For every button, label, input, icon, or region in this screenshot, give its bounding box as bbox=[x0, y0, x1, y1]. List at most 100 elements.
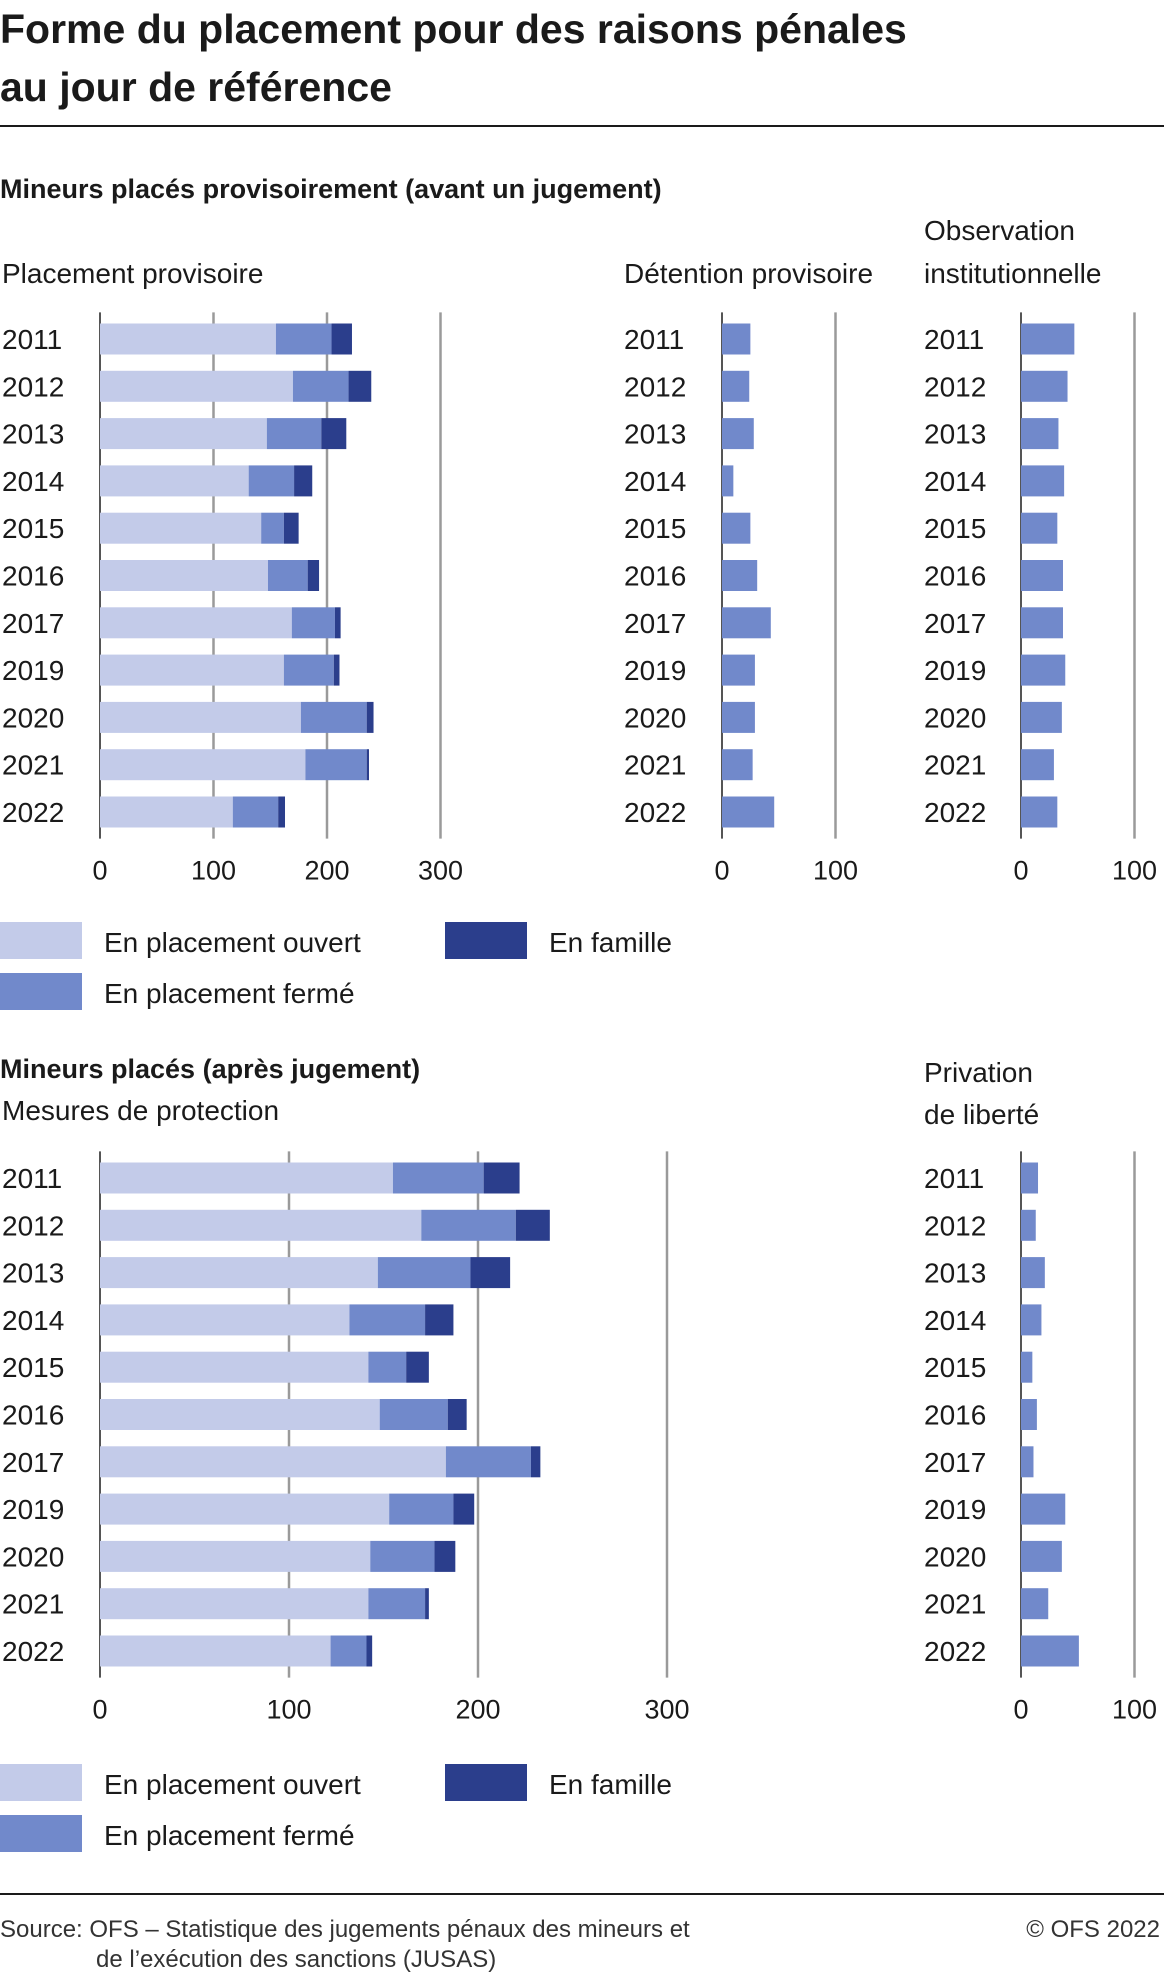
observation-institutionnelle-bar-2014 bbox=[1021, 465, 1065, 497]
observation-institutionnelle-category-label-2013: 2013 bbox=[924, 419, 986, 450]
placement-provisoire-tick-label-300: 300 bbox=[418, 856, 463, 886]
mesures-de-protection-bar-ferme-2015 bbox=[368, 1351, 407, 1383]
mesures-de-protection-bar-ferme-2011 bbox=[392, 1162, 484, 1194]
mesures-de-protection-bar-ouvert-2011 bbox=[100, 1162, 393, 1194]
privation-de-liberte-bar-2012 bbox=[1021, 1209, 1036, 1241]
chart-title-line-1: Forme du placement pour des raisons péna… bbox=[0, 6, 907, 52]
mesures-de-protection-bar-ouvert-2022 bbox=[100, 1635, 331, 1667]
placement-provisoire-bar-ferme-2014 bbox=[248, 465, 295, 497]
mesures-de-protection-bar-ouvert-2012 bbox=[100, 1209, 422, 1241]
observation-institutionnelle-category-label-2022: 2022 bbox=[924, 797, 986, 828]
footer-divider bbox=[0, 1893, 1164, 1895]
detention-provisoire-category-label-2016: 2016 bbox=[624, 561, 686, 592]
detention-provisoire-bar-2021 bbox=[722, 749, 753, 781]
observation-institutionnelle-category-label-2021: 2021 bbox=[924, 750, 986, 781]
legend-after-famille-label: En famille bbox=[549, 1769, 672, 1800]
observation-institutionnelle-category-label-2011: 2011 bbox=[924, 324, 984, 355]
privation-de-liberte-bar-2021 bbox=[1021, 1588, 1049, 1620]
placement-provisoire-category-label-2019: 2019 bbox=[2, 655, 64, 686]
mesures-de-protection-category-label-2015: 2015 bbox=[2, 1352, 64, 1383]
mesures-de-protection-category-label-2022: 2022 bbox=[2, 1636, 64, 1667]
placement-provisoire-bar-famille-2019 bbox=[333, 654, 340, 686]
privation-de-liberte-bar-2017 bbox=[1021, 1446, 1034, 1478]
placement-provisoire-bar-ferme-2011 bbox=[275, 323, 332, 355]
detention-provisoire-category-label-2017: 2017 bbox=[624, 608, 686, 639]
placement-provisoire-bar-famille-2012 bbox=[348, 370, 372, 402]
mesures-de-protection-bar-famille-2015 bbox=[406, 1351, 429, 1383]
mesures-de-protection-bar-ouvert-2020 bbox=[100, 1540, 371, 1572]
placement-provisoire-bar-ouvert-2013 bbox=[100, 418, 267, 450]
mesures-de-protection-bar-famille-2019 bbox=[453, 1493, 475, 1525]
mesures-de-protection-bar-famille-2014 bbox=[425, 1304, 454, 1336]
title-divider bbox=[0, 125, 1164, 127]
source-note: Source: OFS – Statistique des jugements … bbox=[0, 1915, 690, 1975]
mesures-de-protection-tick-label-200: 200 bbox=[455, 1695, 500, 1725]
mesures-de-protection-bar-ferme-2020 bbox=[370, 1540, 435, 1572]
mesures-de-protection-bar-ferme-2019 bbox=[389, 1493, 454, 1525]
mesures-de-protection-bar-ouvert-2021 bbox=[100, 1588, 369, 1620]
mesures-de-protection-category-label-2020: 2020 bbox=[2, 1541, 64, 1572]
observation-institutionnelle-category-label-2012: 2012 bbox=[924, 371, 986, 402]
privation-de-liberte-bar-2019 bbox=[1021, 1493, 1066, 1525]
placement-provisoire-bar-ferme-2013 bbox=[266, 418, 322, 450]
privation-de-liberte-category-label-2021: 2021 bbox=[924, 1589, 986, 1620]
detention-provisoire-tick-label-0: 0 bbox=[714, 856, 729, 886]
mesures-de-protection-bar-ferme-2014 bbox=[349, 1304, 426, 1336]
privation-de-liberte-category-label-2022: 2022 bbox=[924, 1636, 986, 1667]
observation-institutionnelle-bar-2021 bbox=[1021, 749, 1054, 781]
detention-provisoire-bar-2016 bbox=[722, 560, 758, 591]
placement-provisoire-bar-famille-2015 bbox=[283, 512, 299, 544]
placement-provisoire-bar-ouvert-2012 bbox=[100, 370, 293, 402]
observation-institutionnelle-category-label-2017: 2017 bbox=[924, 608, 986, 639]
detention-provisoire-category-label-2013: 2013 bbox=[624, 419, 686, 450]
observation-institutionnelle-category-label-2019: 2019 bbox=[924, 655, 986, 686]
observation-institutionnelle-bar-2016 bbox=[1021, 560, 1063, 591]
mesures-de-protection-category-label-2021: 2021 bbox=[2, 1589, 64, 1620]
placement-provisoire-category-label-2011: 2011 bbox=[2, 324, 62, 355]
mesures-de-protection-bar-ouvert-2016 bbox=[100, 1399, 380, 1430]
section-heading-after: Mineurs placés (après jugement) bbox=[0, 1054, 420, 1084]
copyright-note: © OFS 2022 bbox=[1026, 1916, 1160, 1943]
privation-de-liberte-tick-label-0: 0 bbox=[1013, 1695, 1028, 1725]
placement-provisoire-bar-ferme-2017 bbox=[291, 607, 335, 639]
detention-provisoire-category-label-2011: 2011 bbox=[624, 324, 684, 355]
privation-de-liberte-bar-2022 bbox=[1021, 1635, 1079, 1667]
detention-provisoire-bar-2014 bbox=[722, 465, 734, 497]
legend-after-ferme-swatch bbox=[0, 1815, 82, 1852]
detention-provisoire-bar-2022 bbox=[722, 796, 775, 828]
placement-provisoire-bar-ouvert-2022 bbox=[100, 796, 233, 828]
privation-de-liberte-bar-2011 bbox=[1021, 1162, 1039, 1194]
placement-provisoire-tick-label-0: 0 bbox=[92, 856, 107, 886]
placement-provisoire-bar-ferme-2012 bbox=[292, 370, 349, 402]
detention-provisoire-tick-label-100: 100 bbox=[813, 856, 858, 886]
placement-provisoire-category-label-2015: 2015 bbox=[2, 513, 64, 544]
placement-provisoire-bar-ouvert-2017 bbox=[100, 607, 292, 639]
mesures-de-protection-bar-ouvert-2017 bbox=[100, 1446, 446, 1478]
placement-provisoire-category-label-2022: 2022 bbox=[2, 797, 64, 828]
detention-provisoire-category-label-2012: 2012 bbox=[624, 371, 686, 402]
placement-provisoire-bar-ouvert-2011 bbox=[100, 323, 276, 355]
privation-de-liberte-bar-2013 bbox=[1021, 1257, 1045, 1289]
privation-de-liberte-title-line-1: Privation bbox=[924, 1057, 1033, 1088]
detention-provisoire-category-label-2020: 2020 bbox=[624, 702, 686, 733]
placement-provisoire-category-label-2016: 2016 bbox=[2, 561, 64, 592]
privation-de-liberte-category-label-2019: 2019 bbox=[924, 1494, 986, 1525]
mesures-de-protection-category-label-2011: 2011 bbox=[2, 1163, 62, 1194]
observation-institutionnelle-bar-2017 bbox=[1021, 607, 1063, 639]
placement-provisoire-bar-ferme-2022 bbox=[232, 796, 279, 828]
placement-provisoire-category-label-2017: 2017 bbox=[2, 608, 64, 639]
placement-provisoire-bar-ouvert-2015 bbox=[100, 512, 262, 544]
mesures-de-protection-category-label-2013: 2013 bbox=[2, 1258, 64, 1289]
legend-after-ferme-label: En placement fermé bbox=[104, 1820, 355, 1851]
detention-provisoire-category-label-2015: 2015 bbox=[624, 513, 686, 544]
privation-de-liberte-category-label-2012: 2012 bbox=[924, 1210, 986, 1241]
placement-provisoire-bar-ouvert-2016 bbox=[100, 560, 268, 591]
observation-institutionnelle-title-line-1: Observation bbox=[924, 215, 1075, 246]
placement-provisoire-category-label-2014: 2014 bbox=[2, 466, 64, 497]
placement-provisoire-bar-ferme-2015 bbox=[261, 512, 284, 544]
placement-provisoire-bar-famille-2020 bbox=[366, 701, 374, 733]
source-line-2: de l’exécution des sanctions (JUSAS) bbox=[96, 1946, 497, 1973]
detention-provisoire-bar-2015 bbox=[722, 512, 751, 544]
placement-provisoire-bar-ouvert-2021 bbox=[100, 749, 306, 781]
detention-provisoire-bar-2019 bbox=[722, 654, 755, 686]
